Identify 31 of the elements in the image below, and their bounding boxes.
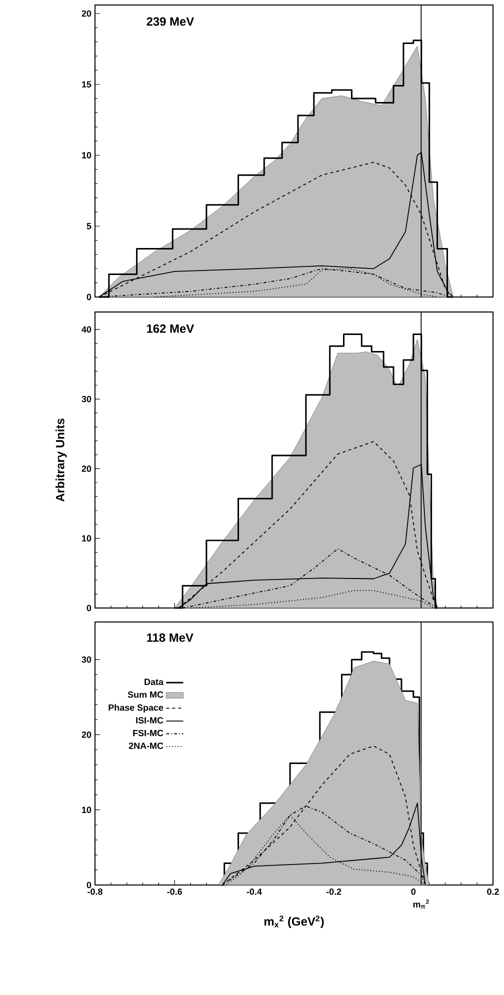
- legend-label: Sum MC: [128, 691, 164, 698]
- y-tick-label: 30: [82, 656, 92, 663]
- y-tick-label: 0: [86, 294, 92, 300]
- legend-label: Data: [144, 678, 164, 686]
- legend-label: 2NA-MC: [128, 742, 164, 749]
- legend-label: Phase Space: [108, 704, 164, 713]
- x-tick-label: -0.6: [167, 888, 182, 895]
- y-tick-label: 20: [82, 10, 92, 17]
- y-tick-label: 20: [82, 466, 92, 472]
- text: 239 MeV: [146, 17, 194, 26]
- y-tick-label: 0: [86, 882, 92, 888]
- y-tick-label: 10: [82, 806, 92, 814]
- x-tick-label: 0: [411, 888, 416, 895]
- x-axis-title: m$_{x}$$^{2}$ (GeV$^{2}$): [264, 916, 324, 928]
- y-tick-label: 20: [82, 732, 92, 738]
- x-tick-label: -0.4: [246, 888, 262, 895]
- y-tick-label: 10: [82, 535, 92, 542]
- y-tick-label: 40: [82, 326, 92, 333]
- x-tick-label: 0.2: [487, 888, 499, 895]
- y-tick-label: 0: [86, 604, 92, 612]
- y-tick-label: 15: [82, 81, 92, 88]
- legend-label: FSI-MC: [133, 730, 164, 736]
- x-tick-label: -0.2: [326, 888, 342, 895]
- x-tick-label: -0.8: [88, 888, 102, 895]
- text: 118 MeV: [147, 633, 194, 642]
- y-axis-title: Arbitrary Units: [56, 418, 67, 502]
- text: 162 MeV: [147, 324, 194, 333]
- legend-label: ISI-MC: [136, 717, 164, 724]
- y-tick-label: 5: [86, 222, 92, 230]
- y-tick-label: 30: [82, 396, 92, 402]
- y-tick-label: 10: [82, 152, 92, 158]
